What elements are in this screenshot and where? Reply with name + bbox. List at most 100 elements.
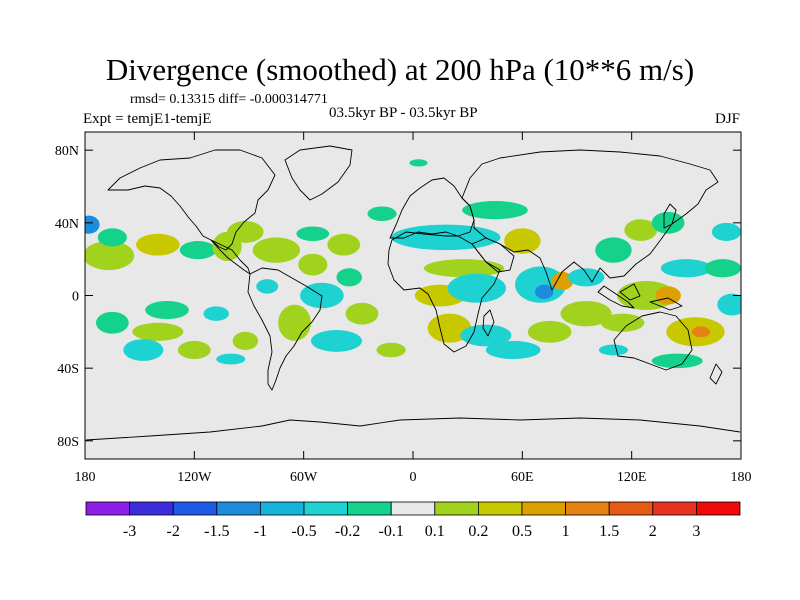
contour-region-30 <box>423 259 505 278</box>
colorbar: -3 -2 -1.5 -1 -0.5 -0.2 -0.1 0.1 0.2 0.5 1 1.5 2 3 <box>85 501 741 540</box>
colorbar-box-9 <box>477 501 523 516</box>
contour-region-19 <box>232 331 259 350</box>
colorbar-box-4 <box>259 501 305 516</box>
contour-region-2 <box>85 215 100 234</box>
contour-region-38 <box>485 340 541 360</box>
contour-region-8 <box>298 253 328 276</box>
colorbar-label-0: -3 <box>123 523 136 540</box>
contour-region-49 <box>600 313 645 332</box>
lon-tick-label-4: 60E <box>511 470 534 485</box>
period-label: 03.5kyr BP - 03.5kyr BP <box>329 105 478 121</box>
contour-region-33 <box>515 266 567 303</box>
contour-region-29 <box>504 228 541 254</box>
contour-region-37 <box>460 324 512 347</box>
contour-region-14 <box>145 300 189 320</box>
contour-region-21 <box>278 304 311 341</box>
colorbar-label-3: -1 <box>254 523 267 540</box>
colorbar-label-6: -0.1 <box>379 523 404 540</box>
contour-region-43 <box>624 219 658 242</box>
contour-region-51 <box>691 326 711 338</box>
lon-tick-label-1: 120W <box>177 470 212 485</box>
contour-region-34 <box>535 284 554 300</box>
colorbar-box-8 <box>434 501 479 516</box>
colorbar-box-1 <box>129 501 174 516</box>
lat-tick-label-1: 40N <box>55 217 79 232</box>
stats-label: rmsd= 0.13315 diff= -0.000314771 <box>130 92 328 107</box>
colorbar-label-5: -0.2 <box>335 523 360 540</box>
contour-region-48 <box>655 286 681 305</box>
colorbar-label-7: 0.1 <box>425 523 445 540</box>
contour-region-53 <box>717 293 741 316</box>
colorbar-label-12: 2 <box>649 523 657 540</box>
lon-tick-label-0: 180 <box>75 470 96 485</box>
contour-region-12 <box>327 233 361 256</box>
contour-region-1 <box>97 228 127 247</box>
divergence-contours <box>85 159 741 369</box>
colorbar-box-14 <box>696 501 741 516</box>
contour-region-25 <box>336 268 362 287</box>
contour-region-24 <box>345 302 379 325</box>
contour-region-3 <box>136 233 180 256</box>
contour-region-54 <box>711 222 741 241</box>
contour-region-28 <box>462 201 528 220</box>
contour-region-7 <box>252 237 301 263</box>
contour-region-45 <box>660 259 712 278</box>
colorbar-box-13 <box>652 501 697 516</box>
axes: 80N 40N 0 40S 80S 180 120W 60W 0 60E 120E 180 <box>55 132 752 485</box>
contour-region-42 <box>595 237 632 263</box>
chart-title: Divergence (smoothed) at 200 hPa (10**6 … <box>105 52 695 87</box>
lon-tick-label-6: 180 <box>731 470 752 485</box>
contour-region-26 <box>376 342 406 358</box>
colorbar-box-10 <box>521 501 566 516</box>
lat-tick-label-0: 80N <box>55 144 79 159</box>
colorbar-label-2: -1.5 <box>204 523 229 540</box>
colorbar-label-11: 1.5 <box>599 523 619 540</box>
colorbar-label-9: 0.5 <box>512 523 532 540</box>
lat-tick-label-3: 40S <box>57 362 79 377</box>
colorbar-box-11 <box>565 501 610 516</box>
lon-tick-label-3: 0 <box>410 470 417 485</box>
contour-region-40 <box>560 300 612 327</box>
contour-region-18 <box>203 306 229 321</box>
experiment-label: Expt = temjE1-temjE <box>83 111 212 127</box>
colorbar-box-2 <box>172 501 218 516</box>
contour-region-32 <box>447 273 506 303</box>
lat-tick-label-4: 80S <box>57 435 79 450</box>
contour-region-41 <box>567 268 605 287</box>
colorbar-label-4: -0.5 <box>291 523 316 540</box>
contour-region-17 <box>177 340 211 360</box>
contour-region-44 <box>651 211 685 234</box>
colorbar-label-1: -2 <box>167 523 180 540</box>
colorbar-box-12 <box>608 501 654 516</box>
contour-region-6 <box>227 221 264 243</box>
contour-region-35 <box>551 271 574 291</box>
contour-region-52 <box>651 353 703 369</box>
lat-tick-label-2: 0 <box>72 290 79 305</box>
colorbar-label-10: 1 <box>562 523 570 540</box>
contour-region-23 <box>310 330 362 352</box>
contour-region-11 <box>409 159 428 167</box>
contour-region-13 <box>95 311 129 334</box>
colorbar-label-13: 3 <box>692 523 700 540</box>
lon-tick-label-5: 120E <box>617 470 647 485</box>
contour-region-9 <box>296 226 330 241</box>
colorbar-label-8: 0.2 <box>468 523 488 540</box>
colorbar-box-6 <box>347 501 392 516</box>
colorbar-box-3 <box>216 501 261 516</box>
contour-region-4 <box>179 241 217 260</box>
colorbar-box-0 <box>85 501 130 516</box>
lon-tick-label-2: 60W <box>290 470 318 485</box>
contour-region-0 <box>85 241 135 271</box>
contour-region-16 <box>123 339 164 361</box>
contour-region-55 <box>598 344 629 356</box>
contour-region-10 <box>367 206 397 222</box>
season-label: DJF <box>714 111 740 127</box>
contour-region-15 <box>132 322 184 341</box>
colorbar-box-5 <box>303 501 348 516</box>
contour-region-20 <box>256 279 279 294</box>
colorbar-box-7 <box>390 501 436 516</box>
coastlines <box>85 145 741 441</box>
contour-region-27 <box>391 224 501 251</box>
contour-region-56 <box>216 353 246 365</box>
